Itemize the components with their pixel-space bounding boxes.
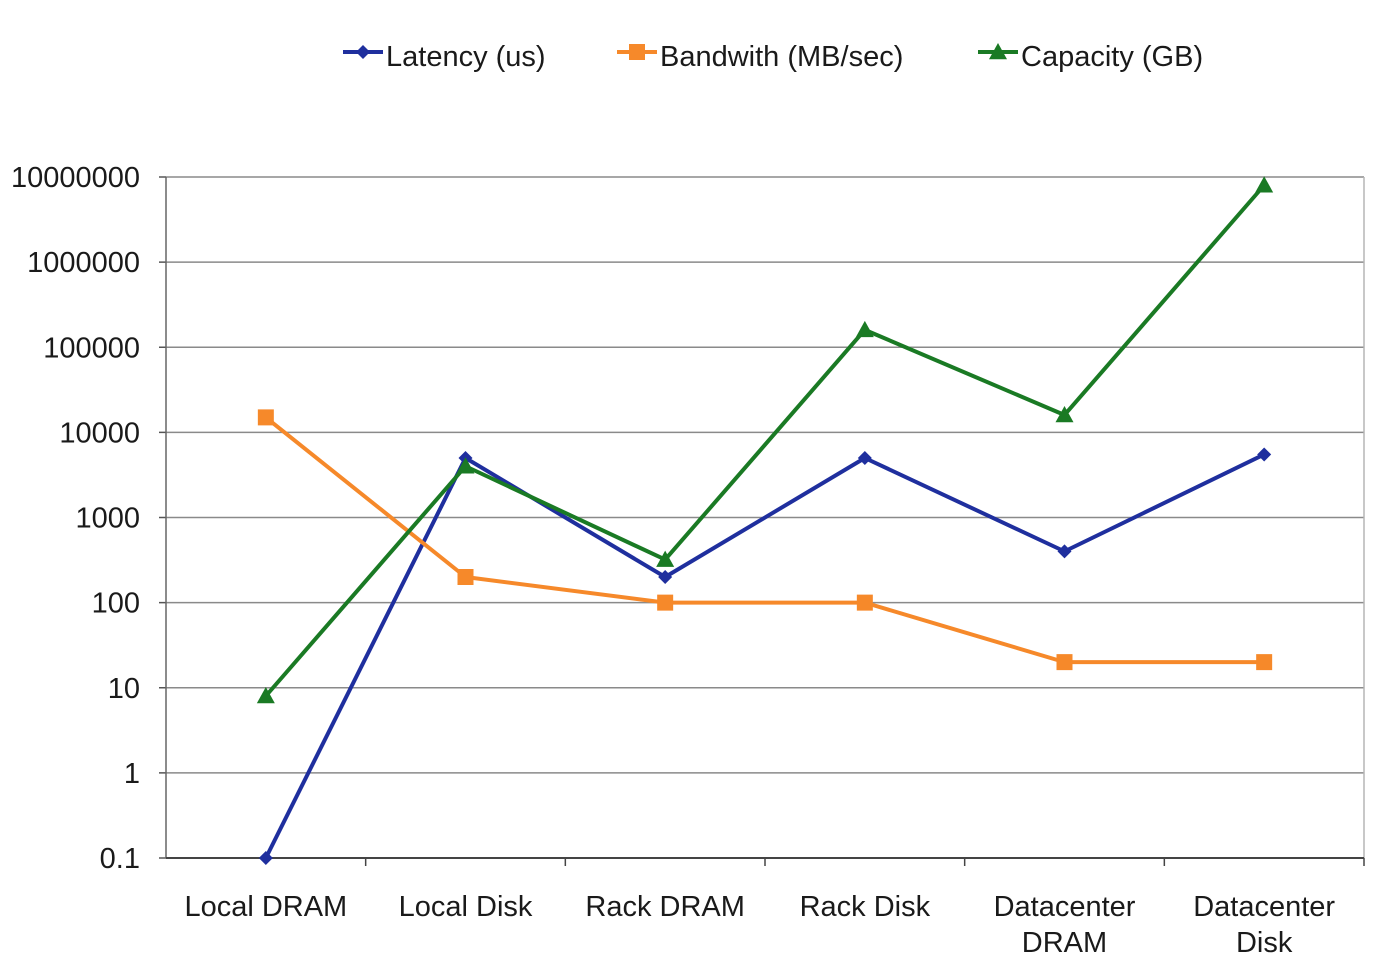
y-tick-label: 100 [92,588,140,620]
legend-marker [989,43,1007,60]
data-point [256,686,275,704]
data-point [1057,544,1072,559]
y-tick-label: 1000000 [27,247,140,279]
y-tick-label: 10000000 [11,162,140,194]
y-tick-label: 10000 [59,417,140,449]
legend-item: Bandwith (MB/sec) [617,41,903,73]
legend-label: Capacity (GB) [1021,41,1203,73]
y-tick-label: 10 [108,673,140,705]
data-point [457,568,474,585]
data-point [857,451,872,466]
data-point [856,594,873,611]
series-lines [264,183,1266,859]
data-point [1056,654,1073,671]
data-point [1256,654,1273,671]
data-point [258,851,273,865]
x-tick-label: Datacenter Disk [1193,891,1335,959]
series-markers [256,176,1274,865]
y-tick-labels: 10000000 1000000 100000 10000 1000 100 10 1 0.1 [11,162,140,875]
x-tick-label: Rack DRAM [585,891,745,923]
series-line-2 [264,183,1266,698]
legend-item: Capacity (GB) [978,41,1203,73]
plot-area: 1000000010000001000001000010001001010.1 … [11,162,1365,959]
y-tick-label: 100000 [43,332,140,364]
data-point [657,594,674,611]
x-tick-label: Datacenter DRAM [994,891,1136,959]
x-tick-label: Local DRAM [184,891,347,923]
data-point [1257,447,1272,462]
x-tick-label: Rack Disk [800,891,931,923]
legend-label: Bandwith (MB/sec) [660,41,903,73]
legend-marker [356,45,370,59]
x-tick-label: Local Disk [399,891,533,923]
data-point [456,457,475,474]
series-line-0 [264,452,1266,859]
legend-marker [629,44,645,60]
series-line-1 [264,415,1265,665]
legend: Latency (us) Bandwith (MB/sec) Capacity (G… [343,41,1203,73]
y-tick-label: 1 [124,758,140,790]
data-point [855,320,874,338]
y-tick-label: 0.1 [100,843,140,875]
x-tick-labels: Local DRAM Local Disk Rack DRAM Rack Disk Da… [184,891,1335,959]
data-point [658,569,673,584]
data-point [1055,405,1074,423]
legend-item: Latency (us) [343,41,546,73]
y-tick-label: 1000 [75,503,140,535]
legend-label: Latency (us) [386,41,546,73]
data-point [257,409,274,426]
axes [165,177,1365,866]
data-point [1255,176,1274,193]
data-point [656,550,675,567]
